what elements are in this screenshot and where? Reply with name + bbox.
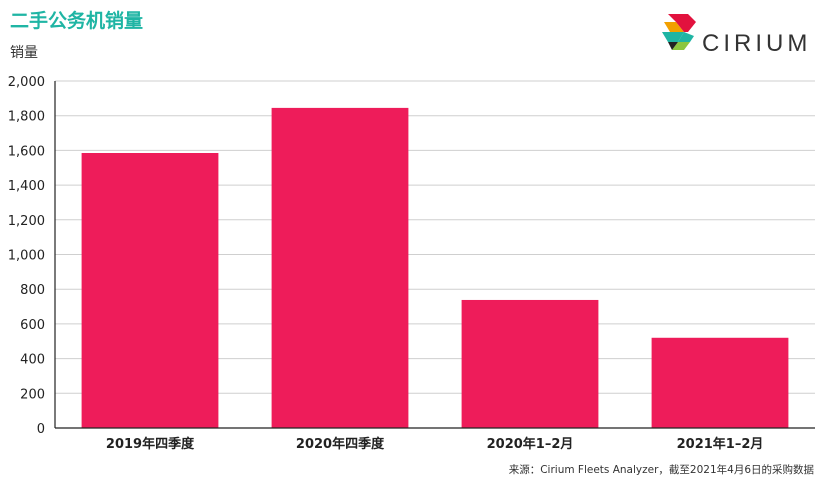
bar [81, 153, 219, 428]
y-tick-label: 1,600 [8, 144, 45, 159]
x-tick-label: 2019年四季度 [106, 436, 195, 452]
y-tick-label: 1,400 [8, 179, 45, 194]
axes [54, 81, 815, 429]
y-axis-label: 销量 [10, 45, 38, 61]
y-tick-label: 200 [20, 387, 45, 402]
cirium-logo-icon [662, 14, 696, 50]
y-tick-label: 600 [20, 318, 45, 333]
y-tick-label: 1,200 [8, 214, 45, 229]
x-tick-labels: 2019年四季度 2020年四季度 2020年1–2月 2021年1–2月 [106, 436, 763, 452]
y-tick-label: 0 [37, 422, 45, 437]
y-tick-label: 1,800 [8, 110, 45, 125]
bars [81, 107, 789, 428]
y-tick-label: 2,000 [8, 75, 45, 90]
chart-title: 二手公务机销量 [10, 10, 144, 32]
bar [271, 107, 409, 428]
x-tick-label: 2020年四季度 [296, 436, 385, 452]
y-tick-label: 800 [20, 283, 45, 298]
source-note: 来源：Cirium Fleets Analyzer，截至2021年4月6日的采购… [508, 464, 814, 476]
x-tick-label: 2021年1–2月 [677, 436, 764, 452]
bar [461, 299, 599, 428]
y-tick-label: 400 [20, 353, 45, 368]
bar [651, 337, 789, 428]
logo-wordmark: CIRIUM [702, 30, 812, 57]
y-tick-label: 1,000 [8, 249, 45, 264]
y-tick-labels: 0 200 400 600 800 1,000 1,200 1,400 1,600 1,800 2,… [8, 75, 45, 437]
x-tick-label: 2020年1–2月 [487, 436, 574, 452]
